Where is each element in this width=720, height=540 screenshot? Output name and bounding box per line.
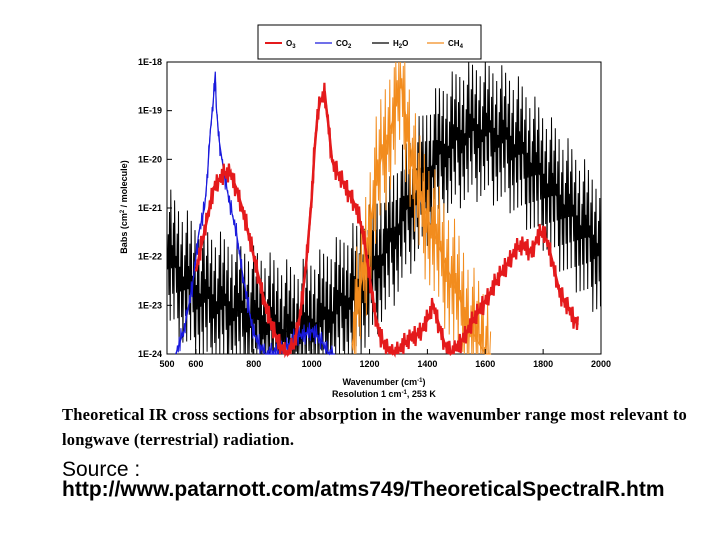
x-axis-ticks: 500 600 800 1000 1200 1400 1600 1800 2000 <box>159 349 611 369</box>
series-o3-envelope <box>194 90 579 356</box>
series-h2o-envelope <box>166 129 602 336</box>
x-tick-label: 1000 <box>302 359 322 369</box>
x-axis-title: Wavenumber (cm-1) <box>342 377 425 387</box>
legend-entries: O3 CO2 H2O CH4 <box>265 39 464 50</box>
x-tick-label: 1400 <box>417 359 437 369</box>
x-tick-label: 500 <box>159 359 174 369</box>
y-tick-label: 1E-20 <box>138 154 162 164</box>
ir-cross-section-chart: O3 CO2 H2O CH4 1E-18 1E-19 1E-20 1E-21 1E-22… <box>119 24 611 399</box>
y-axis-title: Babs (cm2 / molecule) <box>119 160 129 253</box>
x-tick-label: 600 <box>188 359 203 369</box>
y-axis-ticks: 1E-18 1E-19 1E-20 1E-21 1E-22 1E-23 1E-24 <box>138 57 172 359</box>
y-tick-label: 1E-18 <box>138 57 162 67</box>
legend-label-o3: O3 <box>286 39 296 50</box>
y-tick-label: 1E-23 <box>138 300 162 310</box>
y-tick-label: 1E-21 <box>138 203 162 213</box>
series-h2o-spectrum <box>166 61 601 355</box>
figure-caption: Theoretical IR cross sections for absorp… <box>62 405 688 449</box>
source-label: Source : <box>62 458 141 481</box>
plot-area <box>166 61 602 359</box>
source-note: Source : http://www.patarnott.com/atms74… <box>62 458 712 501</box>
legend-box <box>257 24 482 60</box>
y-tick-label: 1E-24 <box>138 349 162 359</box>
x-tick-label: 1800 <box>533 359 553 369</box>
x-tick-label: 2000 <box>591 359 611 369</box>
legend-label-co2: CO2 <box>336 39 352 50</box>
y-tick-label: 1E-22 <box>138 252 162 262</box>
x-tick-label: 800 <box>246 359 261 369</box>
x-tick-label: 1200 <box>360 359 380 369</box>
source-url[interactable]: http://www.patarnott.com/atms749/Theoret… <box>62 478 665 501</box>
series-ch4-envelope <box>351 84 492 355</box>
resolution-label: Resolution 1 cm-1, 253 K <box>332 389 436 399</box>
y-tick-label: 1E-19 <box>138 106 162 116</box>
legend-label-h2o: H2O <box>393 39 408 50</box>
x-tick-label: 1600 <box>475 359 495 369</box>
legend-label-ch4: CH4 <box>448 39 464 50</box>
